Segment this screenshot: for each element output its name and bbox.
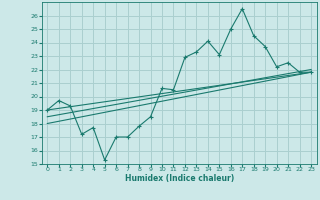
X-axis label: Humidex (Indice chaleur): Humidex (Indice chaleur) (124, 174, 234, 183)
